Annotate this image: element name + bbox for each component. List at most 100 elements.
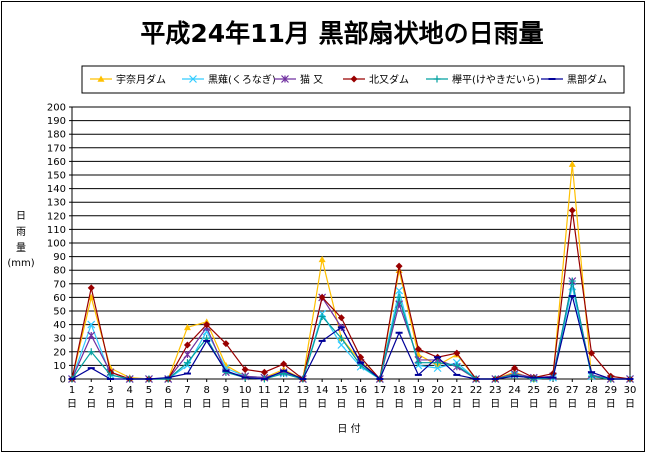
y-tick-label: 0 xyxy=(60,375,66,386)
legend-label: 猫 又 xyxy=(300,73,323,86)
y-tick-label: 180 xyxy=(47,130,66,141)
x-tick-label: 29 xyxy=(604,385,617,396)
x-tick-suffix: 日 xyxy=(567,399,577,410)
x-tick-suffix: 日 xyxy=(105,399,115,410)
data-point xyxy=(241,365,249,373)
x-tick-suffix: 日 xyxy=(529,399,539,410)
x-tick-label: 20 xyxy=(431,385,444,396)
x-tick-label: 2 xyxy=(88,385,94,396)
data-point xyxy=(453,361,461,369)
x-tick-label: 23 xyxy=(489,385,502,396)
legend-item: 欅平(けやきだいら) xyxy=(426,74,540,86)
x-tick-label: 9 xyxy=(223,385,229,396)
series-line xyxy=(71,164,630,381)
x-tick-label: 14 xyxy=(316,385,329,396)
x-tick-label: 5 xyxy=(146,385,152,396)
legend-item: 黒薙(くろなぎ) xyxy=(182,73,276,86)
series-6 xyxy=(68,295,634,380)
data-point xyxy=(87,331,96,340)
y-tick-label: 150 xyxy=(47,171,66,182)
x-tick-suffix: 日 xyxy=(625,399,635,410)
data-point xyxy=(511,364,519,372)
data-point xyxy=(183,341,191,349)
x-tick-label: 15 xyxy=(335,385,348,396)
x-tick-label: 25 xyxy=(527,385,540,396)
x-tick-suffix: 日 xyxy=(279,399,289,410)
x-tick-label: 10 xyxy=(239,385,252,396)
data-point xyxy=(318,293,326,301)
data-point xyxy=(453,349,461,357)
data-point xyxy=(395,286,404,295)
data-point xyxy=(568,160,576,167)
y-tick-label: 190 xyxy=(47,116,66,127)
legend-item: 宇奈月ダム xyxy=(90,73,166,86)
chart-title: 平成24年11月 黒部扇状地の日雨量 xyxy=(140,19,543,48)
y-tick-label: 110 xyxy=(47,225,66,236)
y-tick-label: 170 xyxy=(47,143,66,154)
y-tick-label: 10 xyxy=(53,361,66,372)
x-tick-label: 22 xyxy=(470,385,483,396)
data-point xyxy=(189,75,197,83)
x-tick-suffix: 日 xyxy=(298,399,308,410)
data-point xyxy=(97,75,105,82)
x-tick-suffix: 日 xyxy=(259,399,269,410)
x-tick-label: 18 xyxy=(393,385,406,396)
x-tick-suffix: 日 xyxy=(125,399,135,410)
data-point xyxy=(568,206,576,214)
series-line xyxy=(71,280,630,381)
x-tick-label: 11 xyxy=(258,385,271,396)
data-point xyxy=(433,75,441,83)
x-tick-label: 3 xyxy=(107,385,113,396)
x-tick-suffix: 日 xyxy=(510,399,520,410)
legend-label: 北又ダム xyxy=(369,73,409,86)
x-tick-suffix: 日 xyxy=(433,399,443,410)
x-tick-suffix: 日 xyxy=(452,399,462,410)
data-point xyxy=(87,320,96,329)
x-tick-suffix: 日 xyxy=(490,399,500,410)
data-point xyxy=(281,75,289,83)
series-line xyxy=(71,210,631,381)
y-tick-label: 50 xyxy=(53,307,66,318)
x-tick-label: 6 xyxy=(165,385,171,396)
legend-label: 黒部ダム xyxy=(567,73,607,86)
legend-label: 宇奈月ダム xyxy=(116,73,166,86)
data-point xyxy=(222,340,230,348)
data-point xyxy=(106,371,114,379)
series-5 xyxy=(68,277,634,383)
y-tick-label: 80 xyxy=(53,266,66,277)
series-3 xyxy=(68,277,634,383)
data-point xyxy=(183,359,191,367)
x-tick-suffix: 日 xyxy=(317,399,327,410)
data-point xyxy=(260,368,268,376)
x-tick-suffix: 日 xyxy=(413,399,423,410)
x-tick-suffix: 日 xyxy=(240,399,250,410)
x-tick-suffix: 日 xyxy=(375,399,385,410)
y-axis-ticks: 0 10 20 30 40 50 60 70 80 90 100 110 120 130 140 150 160… xyxy=(47,103,72,386)
x-tick-label: 28 xyxy=(585,385,598,396)
data-point xyxy=(183,323,191,331)
y-tick-label: 40 xyxy=(53,320,66,331)
data-point xyxy=(395,293,403,301)
y-tick-label: 30 xyxy=(53,334,66,345)
x-tick-suffix: 日 xyxy=(548,399,558,410)
x-tick-suffix: 日 xyxy=(67,399,77,410)
x-tick-suffix: 日 xyxy=(163,399,173,410)
x-tick-suffix: 日 xyxy=(471,399,481,410)
data-point xyxy=(588,349,596,357)
x-tick-suffix: 日 xyxy=(202,399,212,410)
x-tick-label: 26 xyxy=(547,385,560,396)
series-lines xyxy=(68,160,634,383)
data-point xyxy=(337,314,345,322)
y-tick-label: 130 xyxy=(47,198,66,209)
legend-item: 北又ダム xyxy=(343,73,409,86)
legend-item: 猫 又 xyxy=(274,73,323,86)
y-axis-label-part: 日 xyxy=(16,211,26,222)
legend-label: 黒薙(くろなぎ) xyxy=(208,73,276,86)
data-point xyxy=(350,75,358,83)
series-2 xyxy=(68,282,634,383)
x-tick-label: 12 xyxy=(277,385,290,396)
x-tick-suffix: 日 xyxy=(182,399,192,410)
y-axis-label-part: 雨 xyxy=(16,227,26,238)
data-point xyxy=(433,364,442,373)
